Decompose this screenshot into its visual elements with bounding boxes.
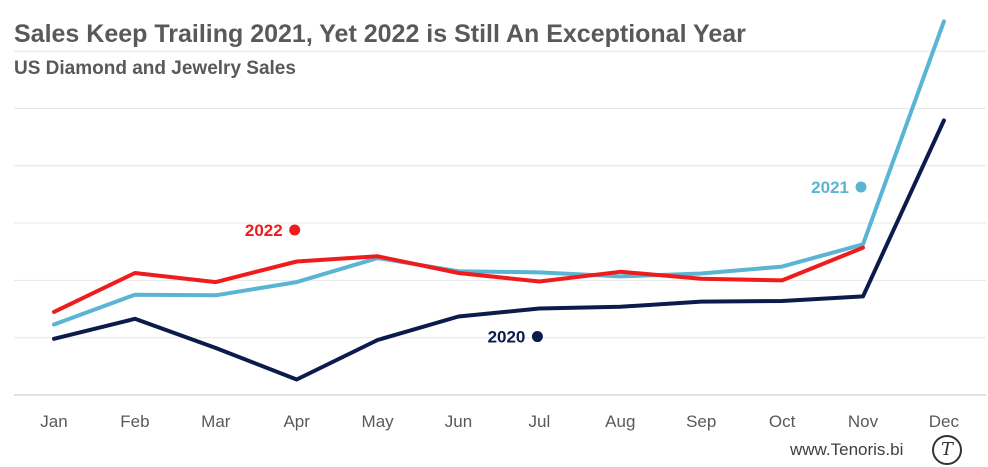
x-tick-label: Apr: [283, 412, 310, 431]
x-tick-label: May: [362, 412, 395, 431]
chart-subtitle: US Diamond and Jewelry Sales: [14, 58, 302, 80]
series-label-2022: 2022: [245, 221, 283, 240]
series-lines: [52, 19, 946, 382]
x-tick-label: Sep: [686, 412, 716, 431]
series-labels: 2020 2021 2022: [245, 178, 867, 347]
x-axis: Jan Feb Mar Apr May Jun Jul Aug Sep Oct Nov Dec: [14, 394, 986, 431]
source-link[interactable]: www.Tenoris.bi: [790, 440, 904, 459]
x-tick-label: Nov: [848, 412, 879, 431]
x-tick-label: Aug: [605, 412, 635, 431]
x-tick-label: Dec: [929, 412, 960, 431]
series-label-2021: 2021: [811, 178, 849, 197]
gridlines: [14, 50, 986, 339]
series-line-2022: [52, 245, 865, 314]
series-line-2021: [52, 19, 946, 327]
series-label-2020: 2020: [488, 328, 526, 347]
series-marker-2020: [531, 331, 543, 343]
x-tick-label: Jul: [529, 412, 551, 431]
x-tick-label: Mar: [201, 412, 231, 431]
x-tick-label: Jun: [445, 412, 472, 431]
series-line-2020: [52, 118, 946, 382]
x-tick-label: Jan: [40, 412, 67, 431]
chart-title: Sales Keep Trailing 2021, Yet 2022 is St…: [14, 20, 752, 49]
series-marker-2021: [855, 181, 867, 193]
tenoris-logo-icon: T: [932, 435, 962, 465]
x-tick-label: Feb: [120, 412, 149, 431]
x-tick-label: Oct: [769, 412, 796, 431]
series-marker-2022: [289, 224, 301, 236]
